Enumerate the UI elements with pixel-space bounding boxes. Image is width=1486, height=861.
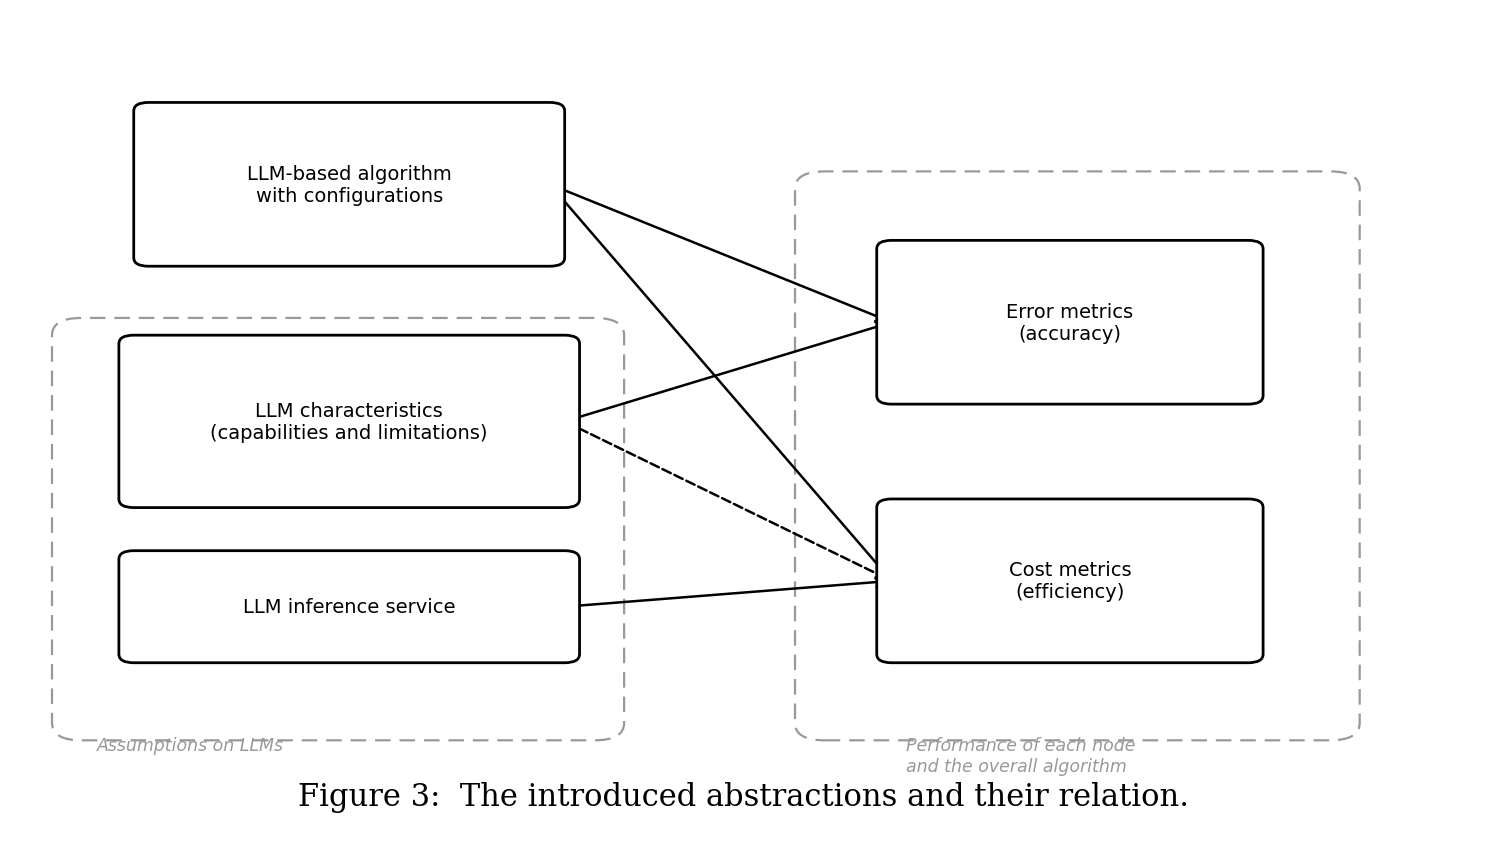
Text: Performance of each node
and the overall algorithm: Performance of each node and the overall… xyxy=(906,736,1135,775)
Text: Figure 3:  The introduced abstractions and their relation.: Figure 3: The introduced abstractions an… xyxy=(297,781,1189,812)
Text: Assumptions on LLMs: Assumptions on LLMs xyxy=(97,736,284,754)
FancyBboxPatch shape xyxy=(134,103,565,267)
Text: Cost metrics
(efficiency): Cost metrics (efficiency) xyxy=(1009,561,1131,602)
FancyBboxPatch shape xyxy=(119,551,580,663)
FancyBboxPatch shape xyxy=(877,499,1263,663)
FancyBboxPatch shape xyxy=(119,336,580,508)
Text: LLM inference service: LLM inference service xyxy=(242,598,456,616)
FancyBboxPatch shape xyxy=(877,241,1263,405)
Text: LLM-based algorithm
with configurations: LLM-based algorithm with configurations xyxy=(247,164,452,206)
Text: LLM characteristics
(capabilities and limitations): LLM characteristics (capabilities and li… xyxy=(211,401,487,443)
Text: Error metrics
(accuracy): Error metrics (accuracy) xyxy=(1006,302,1134,344)
